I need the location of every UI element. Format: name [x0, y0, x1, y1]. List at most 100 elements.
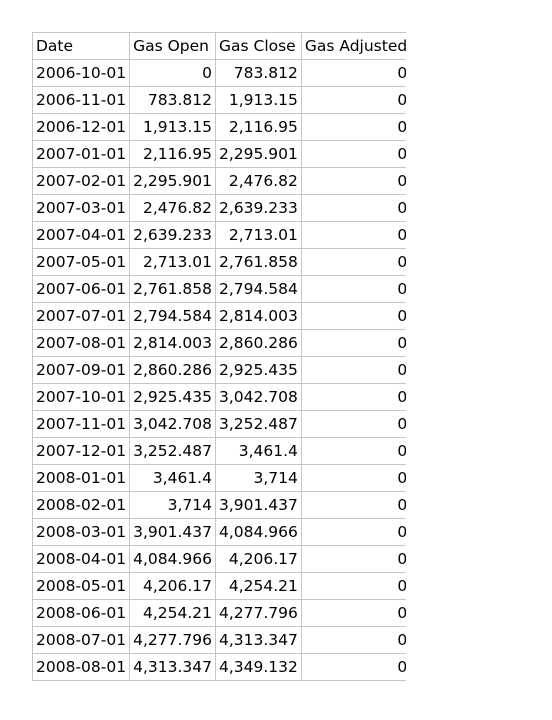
cell-gas-adjusted[interactable]: 0 [300, 329, 406, 357]
cell-date[interactable]: 2008-01-01 [32, 464, 131, 492]
cell-gas-close[interactable]: 4,349.132 [214, 653, 302, 681]
cell-gas-close[interactable]: 2,794.584 [214, 275, 302, 303]
cell-date[interactable]: 2007-02-01 [32, 167, 131, 195]
cell-gas-adjusted[interactable]: 0 [300, 221, 406, 249]
cell-gas-open[interactable]: 4,313.347 [129, 653, 216, 681]
cell-gas-open[interactable]: 4,206.17 [129, 572, 216, 600]
cell-gas-open[interactable]: 1,913.15 [129, 113, 216, 141]
cell-gas-adjusted[interactable]: 0 [300, 464, 406, 492]
cell-date[interactable]: 2007-06-01 [32, 275, 131, 303]
cell-gas-open[interactable]: 2,794.584 [129, 302, 216, 330]
cell-date[interactable]: 2007-04-01 [32, 221, 131, 249]
cell-gas-close[interactable]: 2,860.286 [214, 329, 302, 357]
cell-gas-close[interactable]: 783.812 [214, 59, 302, 87]
cell-gas-close[interactable]: 3,042.708 [214, 383, 302, 411]
cell-gas-adjusted[interactable]: 0 [300, 140, 406, 168]
cell-gas-close[interactable]: 2,116.95 [214, 113, 302, 141]
cell-gas-adjusted[interactable]: 0 [300, 248, 406, 276]
cell-date[interactable]: 2006-12-01 [32, 113, 131, 141]
cell-gas-adjusted[interactable]: 0 [300, 599, 406, 627]
cell-gas-open[interactable]: 3,461.4 [129, 464, 216, 492]
cell-date[interactable]: 2007-01-01 [32, 140, 131, 168]
cell-gas-open[interactable]: 2,860.286 [129, 356, 216, 384]
header-date[interactable]: Date [32, 32, 131, 60]
cell-gas-close[interactable]: 1,913.15 [214, 86, 302, 114]
cell-gas-close[interactable]: 4,084.966 [214, 518, 302, 546]
cell-gas-open[interactable]: 2,476.82 [129, 194, 216, 222]
cell-gas-open[interactable]: 2,814.003 [129, 329, 216, 357]
cell-gas-open[interactable]: 4,254.21 [129, 599, 216, 627]
cell-date[interactable]: 2007-07-01 [32, 302, 131, 330]
cell-gas-open[interactable]: 4,277.796 [129, 626, 216, 654]
cell-date[interactable]: 2008-02-01 [32, 491, 131, 519]
cell-gas-close[interactable]: 4,254.21 [214, 572, 302, 600]
cell-gas-adjusted[interactable]: 0 [300, 626, 406, 654]
cell-gas-open[interactable]: 3,042.708 [129, 410, 216, 438]
cell-gas-adjusted[interactable]: 0 [300, 275, 406, 303]
header-gas-close[interactable]: Gas Close [214, 32, 302, 60]
cell-gas-open[interactable]: 0 [129, 59, 216, 87]
cell-gas-open[interactable]: 4,084.966 [129, 545, 216, 573]
cell-gas-adjusted[interactable]: 0 [300, 545, 406, 573]
cell-date[interactable]: 2007-08-01 [32, 329, 131, 357]
cell-gas-close[interactable]: 2,295.901 [214, 140, 302, 168]
cell-gas-close[interactable]: 2,925.435 [214, 356, 302, 384]
cell-gas-close[interactable]: 2,639.233 [214, 194, 302, 222]
cell-gas-close[interactable]: 4,206.17 [214, 545, 302, 573]
header-gas-adjusted[interactable]: Gas Adjusted [300, 32, 406, 60]
cell-gas-open[interactable]: 3,901.437 [129, 518, 216, 546]
cell-gas-open[interactable]: 2,925.435 [129, 383, 216, 411]
cell-gas-close[interactable]: 2,814.003 [214, 302, 302, 330]
cell-date[interactable]: 2008-06-01 [32, 599, 131, 627]
cell-gas-open[interactable]: 2,761.858 [129, 275, 216, 303]
spreadsheet-viewport[interactable]: Date Gas Open Gas Close Gas Adjusted 200… [32, 32, 406, 690]
cell-gas-adjusted[interactable]: 0 [300, 437, 406, 465]
cell-gas-close[interactable]: 2,713.01 [214, 221, 302, 249]
cell-gas-adjusted[interactable]: 0 [300, 518, 406, 546]
cell-date[interactable]: 2007-10-01 [32, 383, 131, 411]
cell-date[interactable]: 2007-11-01 [32, 410, 131, 438]
cell-gas-close[interactable]: 3,901.437 [214, 491, 302, 519]
cell-gas-open[interactable]: 3,714 [129, 491, 216, 519]
cell-date[interactable]: 2006-11-01 [32, 86, 131, 114]
cell-date[interactable]: 2007-03-01 [32, 194, 131, 222]
cell-date[interactable]: 2008-04-01 [32, 545, 131, 573]
cell-gas-close[interactable]: 3,461.4 [214, 437, 302, 465]
cell-gas-adjusted[interactable]: 0 [300, 653, 406, 681]
cell-gas-adjusted[interactable]: 0 [300, 194, 406, 222]
cell-gas-adjusted[interactable]: 0 [300, 113, 406, 141]
cell-date[interactable]: 2007-05-01 [32, 248, 131, 276]
cell-gas-open[interactable]: 2,295.901 [129, 167, 216, 195]
cell-date[interactable]: 2008-05-01 [32, 572, 131, 600]
cell-date[interactable]: 2007-12-01 [32, 437, 131, 465]
cell-gas-adjusted[interactable]: 0 [300, 356, 406, 384]
cell-gas-close[interactable]: 2,761.858 [214, 248, 302, 276]
cell-gas-adjusted[interactable]: 0 [300, 86, 406, 114]
cell-date[interactable]: 2007-09-01 [32, 356, 131, 384]
cell-gas-adjusted[interactable]: 0 [300, 572, 406, 600]
cell-gas-open[interactable]: 2,639.233 [129, 221, 216, 249]
cell-gas-adjusted[interactable]: 0 [300, 491, 406, 519]
cell-date[interactable]: 2008-07-01 [32, 626, 131, 654]
header-gas-open[interactable]: Gas Open [129, 32, 216, 60]
cell-gas-open[interactable]: 2,713.01 [129, 248, 216, 276]
cell-date[interactable]: 2008-03-01 [32, 518, 131, 546]
cell-gas-adjusted[interactable]: 0 [300, 59, 406, 87]
cell-gas-open[interactable]: 2,116.95 [129, 140, 216, 168]
cell-gas-adjusted[interactable]: 0 [300, 167, 406, 195]
cell-gas-adjusted[interactable]: 0 [300, 302, 406, 330]
cell-date[interactable]: 2006-10-01 [32, 59, 131, 87]
cell-gas-close[interactable]: 2,476.82 [214, 167, 302, 195]
cell-gas-close[interactable]: 4,313.347 [214, 626, 302, 654]
cell-gas-adjusted[interactable]: 0 [300, 383, 406, 411]
cell-gas-open[interactable]: 783.812 [129, 86, 216, 114]
cell-gas-open[interactable]: 3,252.487 [129, 437, 216, 465]
cell-gas-close[interactable]: 3,252.487 [214, 410, 302, 438]
cell-gas-close[interactable]: 3,714 [214, 464, 302, 492]
cell-gas-close[interactable]: 4,277.796 [214, 599, 302, 627]
cell-date[interactable]: 2008-08-01 [32, 653, 131, 681]
cell-gas-adjusted[interactable]: 0 [300, 410, 406, 438]
